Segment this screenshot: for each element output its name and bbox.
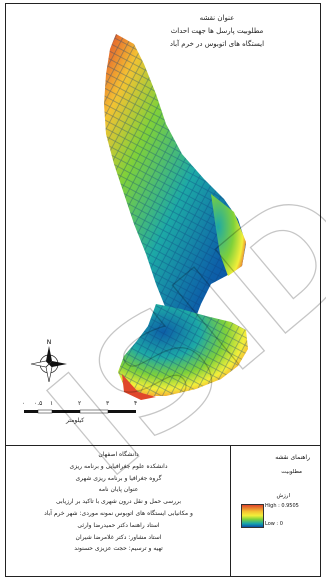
north-arrow-icon: N xyxy=(30,339,67,383)
map-title: عنوان نقشه مطلوبیت پارسل ها جهت احداث ای… xyxy=(132,12,302,51)
info-university: دانشگاه اصفهان xyxy=(98,451,139,458)
info-thesis-label: عنوان پایان نامه xyxy=(98,486,139,494)
scale-tick-3: ۲ xyxy=(78,400,82,407)
info-author: تهیه و ترسیم: حجت عزیزی حسنوند xyxy=(74,545,163,553)
scale-tick-2: ۱ xyxy=(50,400,54,407)
map-title-line1: عنوان نقشه xyxy=(199,14,235,22)
info-thesis-line1: بررسی حمل و نقل درون شهری با تاکید بر ار… xyxy=(55,498,182,506)
info-faculty: دانشکده علوم جغرافیایی و برنامه ریزی xyxy=(69,462,168,470)
legend-color-ramp xyxy=(241,504,264,528)
legend-high-label: High : 0.9505 xyxy=(265,503,299,509)
map-title-line2: مطلوبیت پارسل ها جهت احداث xyxy=(170,27,264,35)
legend-title: راهنمای نقشه xyxy=(275,454,310,461)
info-department: گروه جغرافیا و برنامه ریزی شهری xyxy=(75,474,162,482)
scale-tick-4: ۳ xyxy=(106,400,110,407)
map-layout-frame: N عنوان نقشه مطلوبیت پارسل ها جهت احداث … xyxy=(5,3,321,577)
scale-bar xyxy=(24,409,136,414)
bottom-panel: دانشگاه اصفهان دانشکده علوم جغرافیایی و … xyxy=(6,445,320,576)
info-thesis-line2: و مکانیابی ایستگاه های اتوبوس نمونه مورد… xyxy=(44,509,193,517)
info-supervisor: استاد راهنما دکتر حمیدرضا وارثی xyxy=(77,521,160,529)
scale-tick-5: ۴ xyxy=(134,400,138,407)
legend-panel: راهنمای نقشه مطلوبیت ارزش High : 0.9505 … xyxy=(231,445,320,576)
scale-unit: کیلومتر xyxy=(66,417,85,424)
svg-text:N: N xyxy=(47,339,52,346)
scale-tick-1: ۰.۵ xyxy=(34,400,43,407)
map-title-line3: ایستگاه های اتوبوس در خرم آباد xyxy=(169,40,265,48)
info-advisor: استاد مشاور: دکتر غلامرضا شیران xyxy=(75,533,162,541)
legend-low-label: Low : 0 xyxy=(265,521,283,527)
suitability-map: N xyxy=(24,34,248,414)
legend-subtitle: مطلوبیت xyxy=(281,469,302,475)
map-panel: N عنوان نقشه مطلوبیت پارسل ها جهت احداث … xyxy=(6,4,320,446)
legend-field: ارزش xyxy=(276,493,290,499)
info-panel: دانشگاه اصفهان دانشکده علوم جغرافیایی و … xyxy=(6,445,231,576)
scale-tick-0: ۰ xyxy=(22,400,26,407)
